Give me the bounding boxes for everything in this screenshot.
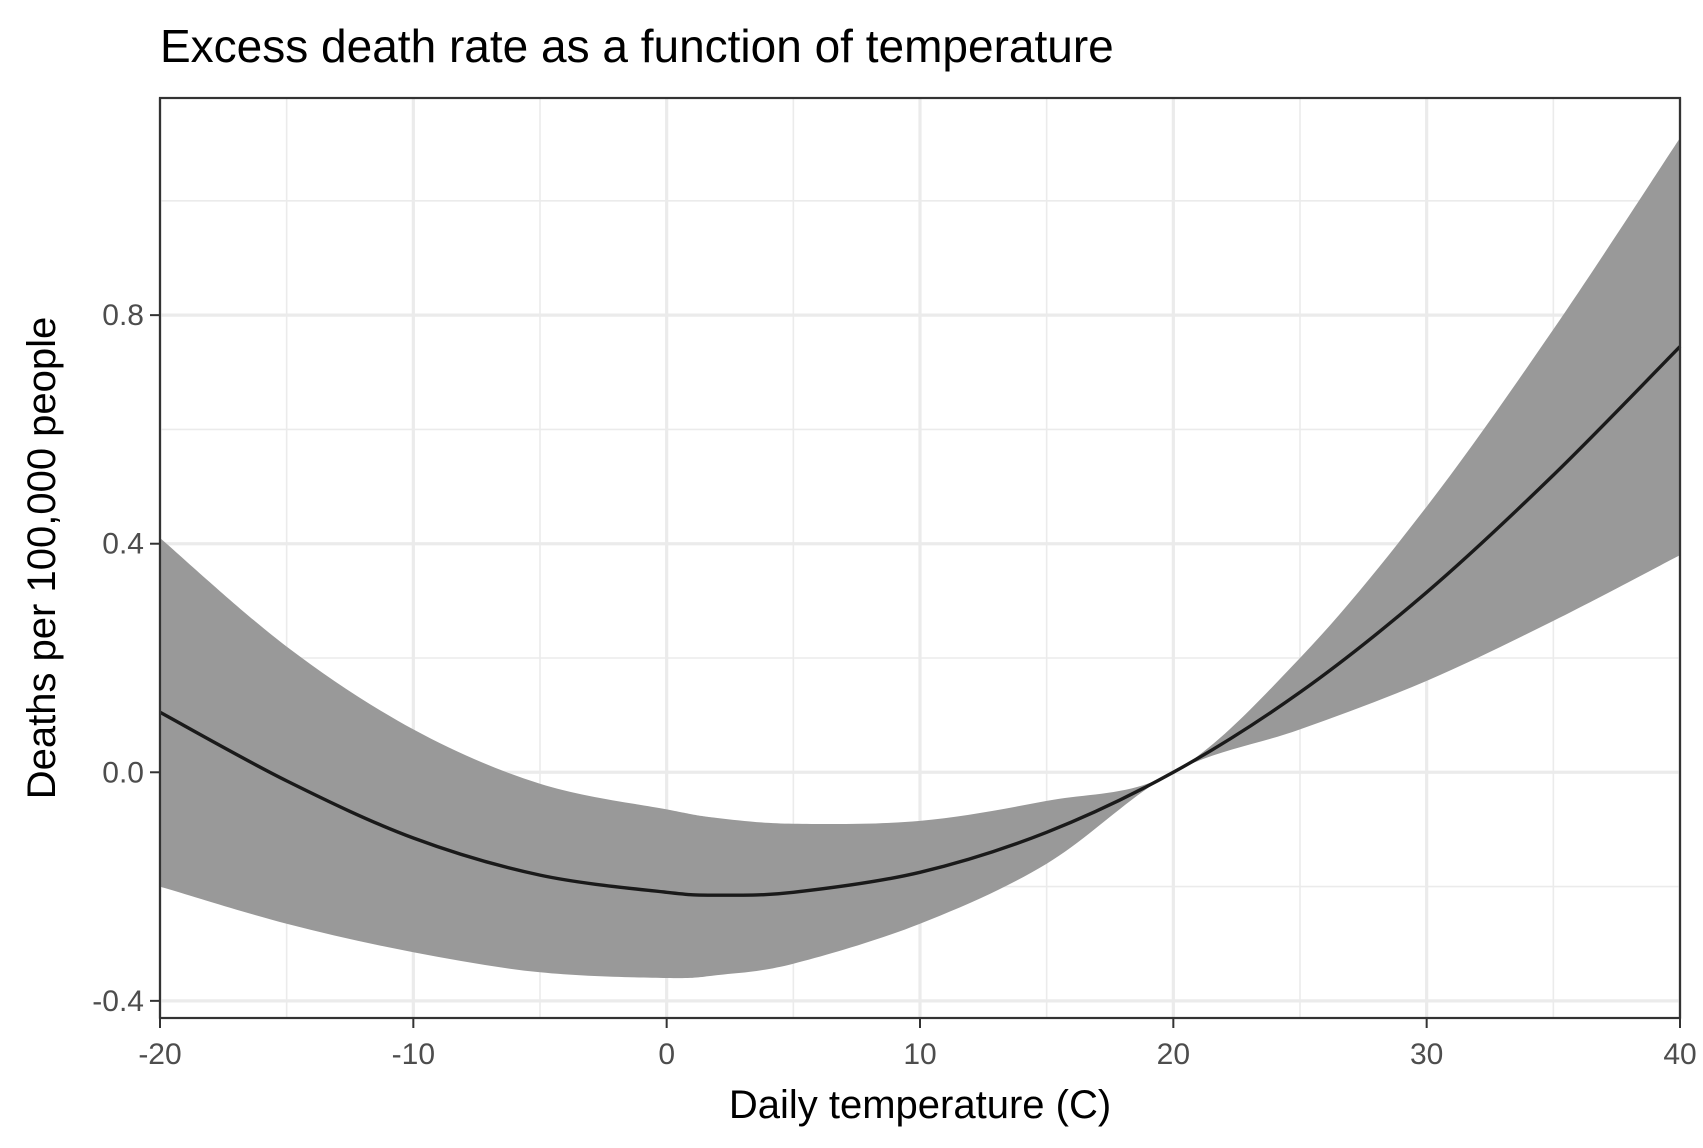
confidence-band-layer: [160, 138, 1680, 979]
y-tick-label: 0.8: [102, 299, 144, 332]
chart-title: Excess death rate as a function of tempe…: [160, 20, 1114, 72]
x-tick-label: 30: [1410, 1038, 1443, 1071]
x-tick-label: -20: [138, 1038, 181, 1071]
series-line-layer: [159, 345, 1682, 897]
x-tick-label: 10: [903, 1038, 936, 1071]
x-tick-label: 40: [1663, 1038, 1696, 1071]
y-tick-label: -0.4: [92, 985, 144, 1018]
y-tick-label: 0.4: [102, 528, 144, 561]
axes: -20 -10 0 10 20 30 40 -0.4 0.0 0.4 0.8: [92, 299, 1696, 1071]
x-tick-label: 20: [1157, 1038, 1190, 1071]
x-tick-label: 0: [658, 1038, 675, 1071]
x-tick-label: -10: [392, 1038, 435, 1071]
y-tick-label: 0.0: [102, 756, 144, 789]
y-axis-title: Deaths per 100,000 people: [20, 317, 64, 800]
x-axis-title: Daily temperature (C): [729, 1083, 1111, 1127]
confidence-band: [160, 138, 1680, 979]
series-line: [159, 345, 1682, 897]
